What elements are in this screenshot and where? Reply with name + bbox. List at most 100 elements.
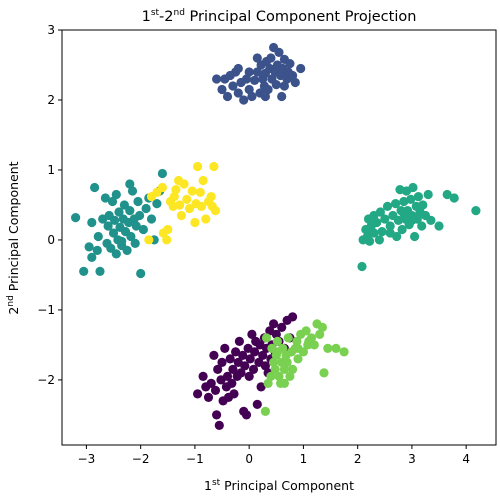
data-point-series-6	[317, 322, 327, 332]
data-point-series-2	[141, 203, 151, 214]
data-point-series-6	[293, 343, 303, 353]
data-point-series-4	[408, 182, 418, 193]
data-point-series-2	[125, 206, 135, 216]
data-point-series-4	[434, 221, 444, 231]
data-point-series-1	[233, 63, 243, 74]
data-point-series-2	[133, 196, 143, 207]
data-point-series-5	[228, 364, 238, 374]
data-point-series-2	[107, 196, 118, 207]
data-point-series-3	[182, 194, 192, 204]
data-point-series-6	[292, 336, 302, 346]
data-point-series-3	[179, 179, 189, 189]
data-point-series-1	[244, 67, 254, 77]
data-point-series-2	[95, 266, 105, 276]
data-point-series-3	[209, 161, 219, 172]
data-point-series-1	[222, 91, 233, 102]
x-tick-label: 4	[462, 452, 470, 466]
data-point-series-1	[250, 75, 260, 85]
data-point-series-1	[244, 84, 254, 95]
y-tick-label: −1	[37, 303, 55, 317]
data-point-series-6	[274, 371, 284, 381]
data-point-series-1	[266, 53, 276, 63]
data-point-series-4	[382, 201, 393, 211]
data-point-series-6	[306, 333, 317, 343]
data-point-series-2	[131, 221, 141, 231]
data-point-series-5	[206, 378, 216, 388]
data-point-series-1	[260, 91, 270, 102]
data-point-series-2	[111, 189, 121, 200]
data-point-series-3	[198, 175, 208, 186]
data-point-series-1	[247, 91, 257, 102]
data-point-series-4	[449, 193, 459, 203]
data-point-series-3	[190, 217, 200, 228]
data-point-series-5	[245, 354, 255, 364]
data-point-series-1	[271, 80, 281, 90]
data-point-series-5	[212, 410, 222, 420]
data-point-series-3	[196, 201, 206, 211]
x-tick-label: 3	[408, 452, 416, 466]
data-point-series-5	[193, 389, 203, 399]
data-point-series-6	[301, 326, 311, 336]
data-point-series-1	[277, 91, 287, 102]
plot-frame	[61, 29, 497, 446]
data-point-series-4	[442, 189, 452, 200]
data-point-series-5	[198, 371, 208, 381]
data-point-series-4	[406, 194, 416, 204]
data-point-series-4	[380, 214, 390, 224]
data-point-series-6	[283, 333, 293, 343]
data-point-series-5	[229, 389, 239, 399]
data-point-series-5	[269, 319, 279, 329]
data-point-series-5	[214, 420, 224, 430]
data-point-series-2	[146, 214, 157, 224]
data-point-series-2	[71, 213, 81, 223]
data-point-series-2	[111, 249, 121, 259]
data-point-series-4	[365, 236, 375, 246]
x-tick-label: 1	[300, 452, 308, 466]
y-tick-label: 3	[47, 23, 55, 37]
data-point-series-6	[266, 371, 276, 381]
data-point-series-4	[385, 221, 395, 231]
data-point-series-4	[471, 206, 481, 216]
data-point-series-6	[272, 336, 282, 346]
data-point-series-1	[279, 81, 289, 91]
data-point-series-4	[369, 228, 379, 238]
data-point-series-2	[79, 266, 89, 276]
data-point-series-5	[220, 343, 230, 353]
data-point-series-2	[126, 231, 136, 242]
data-point-series-4	[393, 215, 403, 225]
data-point-series-1	[285, 59, 295, 69]
data-point-series-1	[296, 63, 306, 74]
data-point-series-4	[399, 208, 409, 218]
data-point-series-6	[285, 371, 295, 381]
data-point-series-2	[125, 179, 135, 189]
data-point-series-5	[250, 347, 260, 357]
data-point-series-5	[252, 399, 262, 409]
data-point-series-4	[372, 217, 382, 228]
data-point-series-2	[93, 231, 103, 242]
data-point-series-6	[261, 333, 272, 343]
data-point-series-3	[144, 235, 154, 245]
data-point-series-5	[241, 410, 252, 420]
data-point-series-5	[256, 382, 266, 392]
data-point-series-1	[288, 70, 298, 81]
data-point-series-2	[110, 215, 120, 225]
data-point-series-6	[269, 357, 279, 367]
data-point-series-3	[187, 186, 197, 196]
data-point-series-2	[108, 228, 119, 238]
data-point-series-1	[290, 77, 300, 88]
y-tick-label: 1	[47, 163, 55, 177]
data-point-series-2	[135, 210, 145, 221]
data-point-series-5	[210, 385, 221, 395]
data-point-series-4	[397, 224, 407, 235]
data-point-series-4	[413, 192, 423, 202]
data-point-series-2	[122, 245, 132, 255]
data-point-series-1	[212, 74, 222, 84]
data-point-series-4	[423, 189, 433, 200]
data-point-series-5	[225, 354, 235, 364]
data-point-series-5	[258, 350, 268, 360]
data-point-series-4	[417, 221, 427, 231]
data-point-series-3	[201, 214, 211, 224]
data-point-series-6	[270, 364, 280, 374]
data-points	[71, 42, 481, 430]
data-point-series-5	[288, 312, 298, 322]
